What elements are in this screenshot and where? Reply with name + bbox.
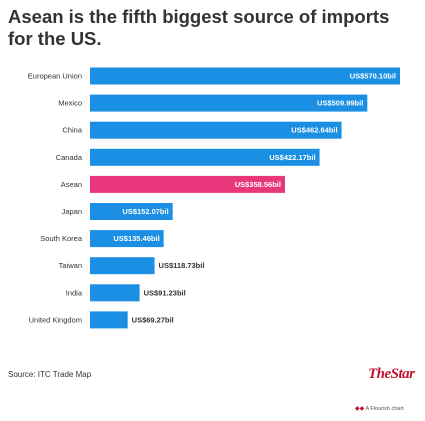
value-label: US$91.23bil xyxy=(144,288,186,297)
value-label: US$135.46bil xyxy=(113,234,159,243)
flourish-credit-text: A Flourish chart xyxy=(365,406,404,412)
category-label: South Korea xyxy=(40,234,83,243)
value-label: US$69.27bil xyxy=(132,315,174,324)
bar[interactable] xyxy=(90,94,368,112)
value-label: US$570.10bil xyxy=(350,72,396,81)
bar[interactable] xyxy=(90,284,140,302)
category-label: India xyxy=(66,288,83,297)
value-label: US$509.99bil xyxy=(317,99,363,108)
flourish-credit[interactable]: ◆◆ A Flourish chart xyxy=(355,405,404,412)
category-label: United Kingdom xyxy=(29,315,82,324)
value-label: US$358.56bil xyxy=(235,180,281,189)
category-label: Japan xyxy=(62,207,82,216)
flourish-icon: ◆◆ xyxy=(355,406,365,412)
category-label: Canada xyxy=(56,153,83,162)
bar-highlight[interactable] xyxy=(90,175,285,193)
category-label: Asean xyxy=(61,180,82,189)
category-label: Mexico xyxy=(58,99,82,108)
category-label: China xyxy=(62,126,82,135)
chart-title: Asean is the fifth biggest source of imp… xyxy=(8,6,390,49)
source-note: Source: ITC Trade Map xyxy=(8,370,92,379)
bar[interactable] xyxy=(90,148,320,166)
value-label: US$152.07bil xyxy=(122,207,168,216)
bar[interactable] xyxy=(90,230,164,248)
bar[interactable] xyxy=(90,311,128,329)
bar[interactable] xyxy=(90,67,400,85)
value-label: US$118.73bil xyxy=(159,261,205,270)
category-label: Taiwan xyxy=(59,261,82,270)
value-label: US$422.17bil xyxy=(269,153,315,162)
bar[interactable] xyxy=(90,203,173,220)
value-label: US$462.64bil xyxy=(291,126,337,135)
category-label: European Union xyxy=(28,72,82,81)
bar[interactable] xyxy=(90,257,155,275)
bar[interactable] xyxy=(90,121,342,139)
brand-logo: TheStar xyxy=(368,366,415,382)
